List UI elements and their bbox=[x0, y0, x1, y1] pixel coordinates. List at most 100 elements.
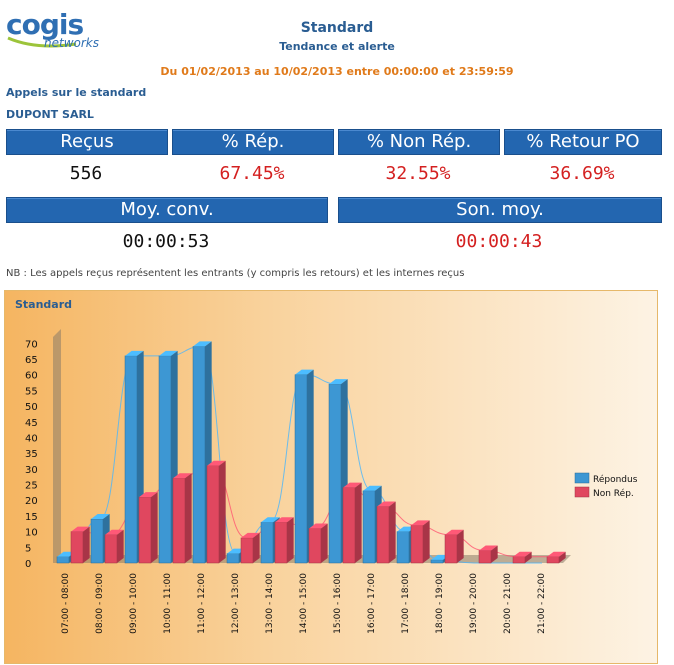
bar-side bbox=[423, 520, 430, 563]
note-text: NB : Les appels reçus représentent les e… bbox=[6, 268, 465, 279]
bar-repondus bbox=[362, 490, 376, 564]
bar-repondus bbox=[158, 355, 172, 564]
x-tick-label: 10:00 - 11:00 bbox=[163, 573, 173, 634]
y-tick-label: 40 bbox=[25, 433, 38, 444]
x-tick-label: 09:00 - 10:00 bbox=[129, 573, 139, 634]
legend-label: Non Rép. bbox=[593, 488, 634, 499]
bar-top bbox=[547, 551, 566, 557]
bar-repondus bbox=[124, 355, 138, 564]
bar-top bbox=[241, 532, 260, 538]
bar-non-rep bbox=[410, 525, 424, 564]
bar-top bbox=[513, 551, 532, 557]
bar-non-rep bbox=[104, 534, 118, 564]
bar-side bbox=[219, 460, 226, 563]
x-tick-label: 16:00 - 17:00 bbox=[367, 573, 377, 634]
bar-repondus bbox=[56, 556, 70, 564]
bar-side bbox=[117, 529, 124, 563]
y-tick-label: 30 bbox=[25, 465, 38, 476]
company-name: DUPONT SARL bbox=[6, 108, 94, 121]
y-tick-label: 65 bbox=[25, 355, 38, 366]
bar-non-rep bbox=[274, 521, 288, 564]
stat-header-son-moy: Son. moy. bbox=[338, 197, 662, 223]
bar-repondus bbox=[260, 521, 274, 564]
bar-top bbox=[193, 341, 212, 347]
stat-value-rep: 67.45% bbox=[219, 163, 285, 184]
y-tick-label: 20 bbox=[25, 496, 38, 507]
bar-non-rep bbox=[70, 531, 84, 564]
page-title: Standard bbox=[300, 20, 374, 36]
bar-non-rep bbox=[512, 556, 526, 564]
y-tick-label: 45 bbox=[25, 418, 38, 429]
bar-side bbox=[287, 517, 294, 563]
stat-value-retour-po: 36.69% bbox=[549, 163, 615, 184]
bar-top bbox=[125, 350, 144, 356]
x-tick-label: 19:00 - 20:00 bbox=[469, 573, 479, 634]
period-range: Du 01/02/2013 au 10/02/2013 entre 00:00:… bbox=[160, 65, 514, 78]
bar-non-rep bbox=[478, 550, 492, 564]
chart-title: Standard bbox=[15, 298, 73, 311]
bar-repondus bbox=[328, 383, 342, 564]
bar-top bbox=[139, 492, 158, 498]
bar-non-rep bbox=[376, 506, 390, 564]
bar-top bbox=[207, 460, 226, 466]
bar-top bbox=[377, 501, 396, 507]
bar-non-rep bbox=[138, 496, 152, 564]
x-tick-label: 13:00 - 14:00 bbox=[265, 573, 275, 634]
bar-side bbox=[151, 492, 158, 563]
section-label: Appels sur le standard bbox=[6, 86, 147, 99]
bar-side bbox=[307, 369, 314, 563]
x-tick-label: 07:00 - 08:00 bbox=[61, 573, 71, 634]
bar-top bbox=[91, 514, 110, 520]
bar-top bbox=[159, 350, 178, 356]
x-tick-label: 21:00 - 22:00 bbox=[537, 573, 547, 634]
y-tick-label: 25 bbox=[25, 481, 38, 492]
stat-header-non-rep: % Non Rép. bbox=[338, 129, 500, 155]
bar-repondus bbox=[396, 531, 410, 564]
bar-top bbox=[343, 482, 362, 488]
bar-side bbox=[457, 529, 464, 563]
y-tick-label: 70 bbox=[25, 339, 38, 350]
logo-text: cogis bbox=[6, 8, 84, 41]
bar-chart: 0 5 10 15 20 25 30 35 40 45 50 55 60 65 70 07:00 - 08:0… bbox=[25, 329, 638, 634]
y-tick-label: 15 bbox=[25, 512, 38, 523]
bar-top bbox=[329, 379, 348, 385]
bar-top bbox=[479, 545, 498, 551]
x-tick-label: 20:00 - 21:00 bbox=[503, 573, 513, 634]
logo-swoosh-icon bbox=[7, 36, 77, 48]
stat-header-rep: % Rép. bbox=[172, 129, 334, 155]
cogis-logo: cogis networks bbox=[6, 8, 116, 52]
bar-side bbox=[185, 473, 192, 563]
x-tick-label: 12:00 - 13:00 bbox=[231, 573, 241, 634]
bar-repondus bbox=[90, 518, 104, 564]
bar-repondus bbox=[192, 346, 206, 564]
stat-header-recus: Reçus bbox=[6, 129, 168, 155]
bar-non-rep bbox=[444, 534, 458, 564]
logo-subtext: networks bbox=[44, 36, 99, 50]
legend-swatch bbox=[574, 472, 590, 484]
bar-repondus bbox=[430, 559, 444, 564]
bar-top bbox=[309, 523, 328, 529]
bar-repondus bbox=[226, 553, 240, 564]
legend-label: Répondus bbox=[593, 474, 638, 485]
bar-top bbox=[105, 529, 124, 535]
bar-non-rep bbox=[546, 556, 560, 564]
bar-non-rep bbox=[206, 465, 220, 564]
x-tick-label: 17:00 - 18:00 bbox=[401, 573, 411, 634]
bar-non-rep bbox=[308, 528, 322, 564]
bar-side bbox=[525, 551, 532, 563]
bar-side bbox=[389, 501, 396, 563]
bar-top bbox=[261, 517, 280, 523]
bar-side bbox=[83, 526, 90, 563]
bar-top bbox=[173, 473, 192, 479]
bar-side bbox=[355, 482, 362, 563]
stat-value-son-moy: 00:00:43 bbox=[455, 231, 543, 252]
bar-side bbox=[491, 545, 498, 563]
bar-repondus bbox=[294, 374, 308, 564]
bar-side bbox=[253, 532, 260, 563]
bar-top bbox=[275, 517, 294, 523]
x-tick-label: 14:00 - 15:00 bbox=[299, 573, 309, 634]
bar-non-rep bbox=[240, 537, 254, 564]
x-tick-label: 08:00 - 09:00 bbox=[95, 573, 105, 634]
legend-swatch bbox=[574, 486, 590, 498]
y-tick-label: 0 bbox=[25, 559, 31, 570]
